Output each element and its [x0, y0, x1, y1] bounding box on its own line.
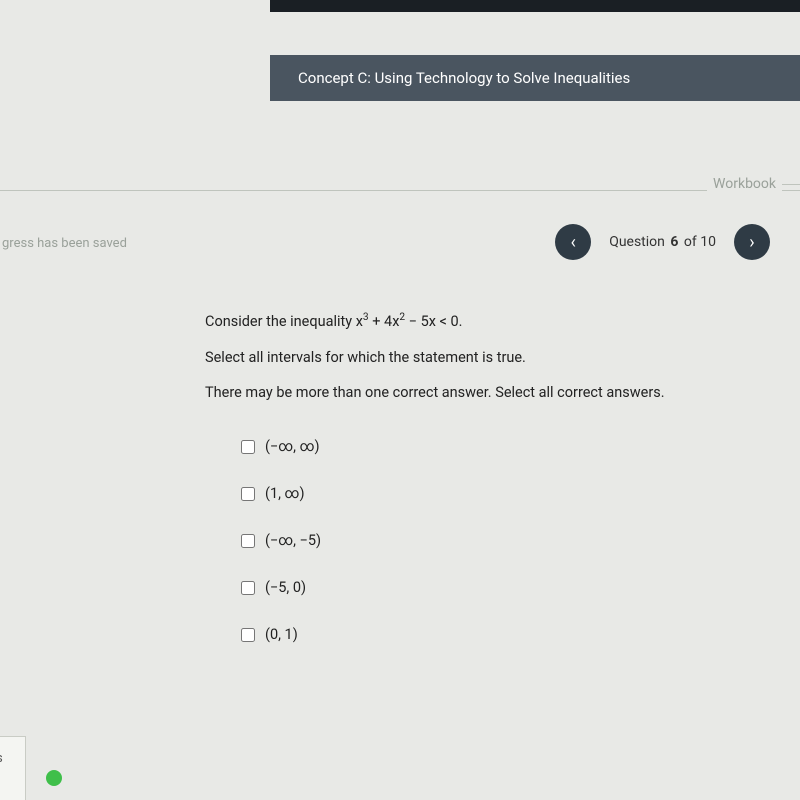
- answer-option-label: (−5, 0): [265, 579, 306, 596]
- answer-option-label: (1, ∞): [265, 485, 305, 502]
- concept-banner-text: Concept C: Using Technology to Solve Ine…: [298, 69, 630, 87]
- question-of: of: [684, 234, 697, 250]
- answer-option-label: (0, 1): [265, 626, 298, 643]
- horizontal-divider: [0, 190, 800, 191]
- question-line-1-prefix: Consider the inequality: [205, 313, 356, 330]
- bottom-left-panel: s: [0, 736, 26, 800]
- workbook-line-stub: [782, 184, 800, 185]
- bottom-left-letter: s: [0, 751, 3, 766]
- question-nav: ‹ Question 6 of 10 ›: [0, 224, 770, 260]
- answer-option-label: (−∞, ∞): [265, 438, 320, 455]
- answer-checkbox[interactable]: [241, 487, 255, 501]
- question-current: 6: [670, 234, 678, 250]
- question-total: 10: [700, 234, 716, 250]
- answer-option[interactable]: (1, ∞): [241, 485, 760, 502]
- question-counter: Question 6 of 10: [609, 234, 716, 250]
- answer-option[interactable]: (−∞, −5): [241, 532, 760, 549]
- chevron-right-icon: ›: [749, 232, 754, 253]
- answer-option[interactable]: (0, 1): [241, 626, 760, 643]
- answer-options: (−∞, ∞) (1, ∞) (−∞, −5) (−5, 0) (0, 1): [241, 438, 760, 643]
- chevron-left-icon: ‹: [570, 232, 575, 253]
- prev-question-button[interactable]: ‹: [555, 224, 591, 260]
- answer-checkbox[interactable]: [241, 534, 255, 548]
- status-dot-icon: [46, 770, 62, 786]
- concept-banner: Concept C: Using Technology to Solve Ine…: [270, 55, 800, 101]
- question-content: Consider the inequality x3 + 4x2 − 5x < …: [205, 310, 760, 673]
- answer-checkbox[interactable]: [241, 581, 255, 595]
- top-dark-bar: [270, 0, 800, 12]
- question-inequality: x3 + 4x2 − 5x < 0.: [356, 313, 463, 330]
- question-line-3: There may be more than one correct answe…: [205, 382, 760, 404]
- answer-option[interactable]: (−5, 0): [241, 579, 760, 596]
- answer-option-label: (−∞, −5): [265, 532, 321, 549]
- question-line-2: Select all intervals for which the state…: [205, 347, 760, 369]
- workbook-label: Workbook: [707, 176, 782, 192]
- question-line-1: Consider the inequality x3 + 4x2 − 5x < …: [205, 310, 760, 333]
- answer-checkbox[interactable]: [241, 440, 255, 454]
- next-question-button[interactable]: ›: [734, 224, 770, 260]
- answer-option[interactable]: (−∞, ∞): [241, 438, 760, 455]
- question-word: Question: [609, 234, 665, 250]
- answer-checkbox[interactable]: [241, 628, 255, 642]
